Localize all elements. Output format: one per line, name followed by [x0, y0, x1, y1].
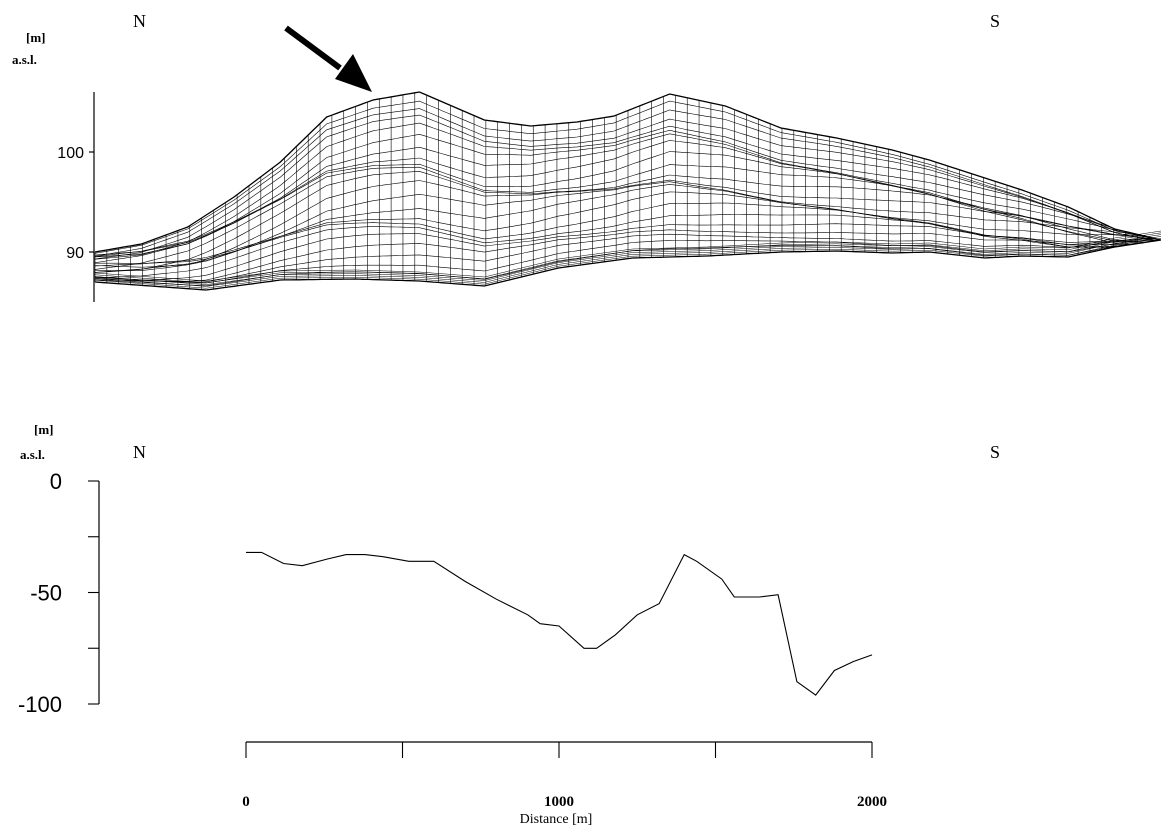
mesh-row [94, 114, 1161, 260]
mesh-row [94, 239, 1161, 291]
mesh-row [94, 140, 1161, 258]
bottom-ytick-label-1: -50 [30, 581, 62, 606]
bottom-ytick-label-0: 0 [50, 469, 62, 494]
top-unit-label: [m] [26, 30, 46, 45]
peak-arrow-head [335, 54, 372, 92]
bottom-north-label: N [133, 442, 146, 462]
mesh-row [94, 151, 1161, 263]
peak-arrow [284, 25, 372, 92]
distance-axis-label: Distance [m] [520, 812, 593, 827]
mesh-row [94, 133, 1161, 256]
mesh-row [94, 91, 1161, 253]
mesh-row [94, 129, 1161, 258]
mesh-base-band [94, 234, 1161, 285]
wireframe-mesh [94, 91, 1161, 291]
top-ytick-label-1: 90 [66, 245, 84, 262]
mesh-row [95, 184, 1161, 264]
mesh-row [94, 181, 1161, 268]
mesh-base-band [94, 237, 1161, 289]
mesh-row [94, 191, 1161, 267]
top-y-ticks: 100 90 [57, 145, 94, 262]
bottom-unit-label: [m] [34, 422, 54, 437]
mesh-row [94, 223, 1161, 281]
mesh-row [94, 233, 1161, 283]
bottom-xtick-label-1: 1000 [544, 794, 574, 810]
mesh-base-band [94, 236, 1161, 287]
mesh-base-band [94, 232, 1161, 284]
bottom-xtick-label-0: 0 [242, 794, 250, 810]
bottom-ytick-label-2: -100 [18, 692, 62, 717]
bottom-panel: [m] a.s.l. N S 0 -50 -100 0 1000 2000 Distan… [18, 422, 1000, 827]
mesh-base-band [94, 230, 1161, 282]
mesh-row [94, 229, 1161, 282]
mesh-row [94, 171, 1161, 273]
mesh-row [94, 179, 1161, 271]
mesh-row [94, 202, 1161, 273]
mesh-row [94, 108, 1161, 257]
top-south-label: S [990, 11, 1000, 31]
bottom-asl-label: a.s.l. [20, 447, 45, 462]
bottom-x-ticks: 0 1000 2000 [242, 742, 887, 810]
profile-line [246, 551, 873, 696]
bottom-south-label: S [990, 442, 1000, 462]
bottom-xtick-label-2: 2000 [857, 794, 887, 810]
mesh-row [94, 100, 1161, 254]
top-north-label: N [133, 11, 146, 31]
peak-arrow-shaft [284, 25, 342, 71]
bottom-y-ticks: 0 -50 -100 [18, 469, 99, 717]
top-panel: N S [m] a.s.l. 100 90 [12, 11, 1161, 302]
mesh-row [94, 122, 1161, 260]
top-ytick-label-0: 100 [57, 145, 84, 162]
top-asl-label: a.s.l. [12, 52, 37, 67]
